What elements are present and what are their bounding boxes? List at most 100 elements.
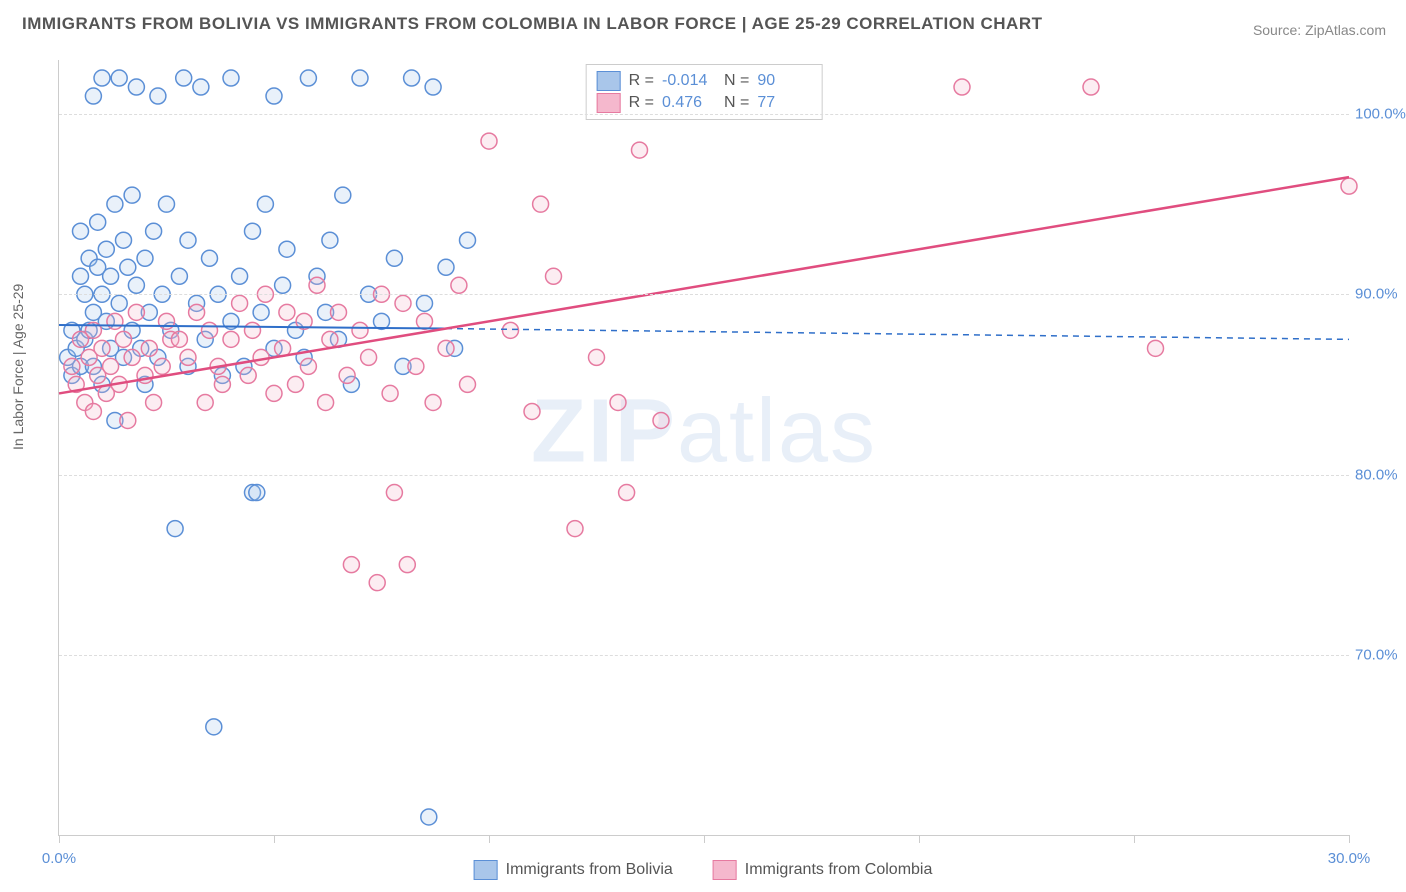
stats-legend-row: R =-0.014N =90 [597, 71, 812, 91]
data-point [111, 70, 127, 86]
data-point [322, 331, 338, 347]
x-tick [1134, 835, 1135, 843]
data-point [73, 268, 89, 284]
data-point [352, 70, 368, 86]
data-point [94, 340, 110, 356]
data-point [300, 358, 316, 374]
data-point [404, 70, 420, 86]
data-point [232, 268, 248, 284]
y-tick-label: 90.0% [1355, 286, 1406, 303]
r-label: R = [629, 72, 654, 90]
legend-label: Immigrants from Colombia [745, 861, 933, 879]
data-point [245, 223, 261, 239]
data-point [124, 187, 140, 203]
data-point [146, 394, 162, 410]
data-point [382, 385, 398, 401]
data-point [632, 142, 648, 158]
data-point [154, 358, 170, 374]
data-point [279, 241, 295, 257]
n-value: 90 [757, 72, 811, 90]
data-point [421, 809, 437, 825]
data-point [1148, 340, 1164, 356]
data-point [546, 268, 562, 284]
r-label: R = [629, 94, 654, 112]
data-point [73, 223, 89, 239]
data-point [386, 250, 402, 266]
data-point [90, 214, 106, 230]
data-point [202, 250, 218, 266]
data-point [567, 521, 583, 537]
data-point [386, 485, 402, 501]
gridline [59, 294, 1349, 295]
data-point [116, 331, 132, 347]
data-point [103, 268, 119, 284]
data-point [395, 295, 411, 311]
data-point [98, 241, 114, 257]
data-point [197, 394, 213, 410]
data-point [223, 331, 239, 347]
trend-line-extrapolated [446, 329, 1349, 340]
data-point [249, 485, 265, 501]
x-tick [919, 835, 920, 843]
data-point [180, 349, 196, 365]
gridline [59, 114, 1349, 115]
legend-swatch [474, 860, 498, 880]
legend-swatch [597, 93, 621, 113]
scatter-svg [59, 60, 1349, 835]
data-point [417, 295, 433, 311]
legend-swatch [713, 860, 737, 880]
data-point [524, 403, 540, 419]
data-point [438, 340, 454, 356]
data-point [245, 322, 261, 338]
data-point [85, 403, 101, 419]
data-point [150, 88, 166, 104]
source-label: Source: ZipAtlas.com [1253, 22, 1386, 38]
data-point [180, 232, 196, 248]
legend-swatch [597, 71, 621, 91]
x-tick [59, 835, 60, 843]
data-point [309, 277, 325, 293]
data-point [266, 88, 282, 104]
data-point [438, 259, 454, 275]
n-label: N = [724, 72, 749, 90]
data-point [335, 187, 351, 203]
x-tick-label: 30.0% [1328, 850, 1371, 867]
x-tick [704, 835, 705, 843]
data-point [266, 385, 282, 401]
data-point [146, 223, 162, 239]
n-label: N = [724, 94, 749, 112]
x-tick [1349, 835, 1350, 843]
data-point [111, 295, 127, 311]
gridline [59, 475, 1349, 476]
chart-title: IMMIGRANTS FROM BOLIVIA VS IMMIGRANTS FR… [22, 14, 1043, 34]
x-tick-label: 0.0% [42, 850, 76, 867]
data-point [503, 322, 519, 338]
data-point [141, 340, 157, 356]
legend-item: Immigrants from Colombia [713, 860, 933, 880]
data-point [619, 485, 635, 501]
data-point [1083, 79, 1099, 95]
gridline [59, 655, 1349, 656]
x-tick [274, 835, 275, 843]
n-value: 77 [757, 94, 811, 112]
data-point [331, 304, 347, 320]
data-point [288, 376, 304, 392]
data-point [425, 394, 441, 410]
series-legend: Immigrants from Bolivia Immigrants from C… [474, 860, 933, 880]
data-point [533, 196, 549, 212]
data-point [253, 304, 269, 320]
data-point [120, 259, 136, 275]
data-point [361, 349, 377, 365]
data-point [107, 196, 123, 212]
data-point [318, 394, 334, 410]
legend-item: Immigrants from Bolivia [474, 860, 673, 880]
data-point [223, 70, 239, 86]
data-point [167, 521, 183, 537]
data-point [589, 349, 605, 365]
y-tick-label: 80.0% [1355, 466, 1406, 483]
data-point [85, 88, 101, 104]
data-point [322, 232, 338, 248]
y-axis-label: In Labor Force | Age 25-29 [10, 284, 26, 450]
data-point [275, 277, 291, 293]
data-point [460, 376, 476, 392]
